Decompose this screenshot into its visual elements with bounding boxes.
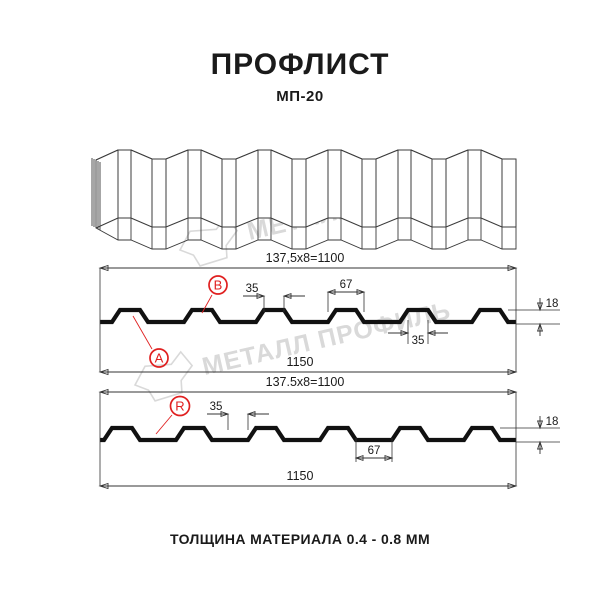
isometric-profile-sheet bbox=[91, 149, 517, 250]
page-title: ПРОФЛИСТ bbox=[210, 48, 390, 81]
dim-pitch-left-label: 35 bbox=[210, 401, 223, 413]
dim-crest-label: 67 bbox=[340, 279, 353, 291]
watermark-logo-shape bbox=[178, 215, 239, 267]
callout-a[interactable]: A bbox=[132, 315, 169, 368]
callout-b-circle[interactable] bbox=[208, 275, 228, 295]
dim-overall-bottom-label: 1150 bbox=[287, 469, 314, 483]
footer-note: ТОЛЩИНА МАТЕРИАЛА 0.4 - 0.8 ММ bbox=[169, 531, 431, 547]
watermark-logo-shape bbox=[133, 350, 194, 402]
cross-section-top: 137,5x8=1100 1150 35 67 bbox=[98, 251, 560, 376]
callout-a-label: A bbox=[155, 351, 164, 366]
dimension-overall-bottom-lower: 1150 bbox=[98, 469, 518, 490]
dim-pitch-left-label: 35 bbox=[246, 283, 259, 295]
callout-a-circle[interactable] bbox=[149, 348, 169, 368]
dim-crest-label: 67 bbox=[368, 445, 381, 457]
dimension-height-bottom: 18 bbox=[500, 416, 560, 454]
dim-pitch-right-label: 35 bbox=[412, 335, 425, 347]
callout-r[interactable]: R bbox=[155, 395, 191, 435]
dimension-overall-top-upper: 137,5x8=1100 bbox=[98, 251, 518, 272]
callout-b-label: B bbox=[214, 278, 223, 293]
dimension-pitch-right-top: 35 bbox=[388, 320, 448, 347]
dimension-pitch-left-top: 35 bbox=[243, 283, 305, 312]
profile-outline-top bbox=[100, 307, 516, 325]
dimension-overall-top-lower: 1150 bbox=[98, 355, 518, 376]
dimension-crest-bottom: 67 bbox=[354, 438, 394, 462]
page-subtitle: МП-20 bbox=[276, 88, 324, 105]
dimension-overall-bottom-upper: 137.5x8=1100 bbox=[98, 375, 518, 396]
dimension-height-top: 18 bbox=[508, 298, 560, 336]
dim-height-label: 18 bbox=[546, 416, 559, 428]
profile-outline-bottom bbox=[100, 425, 516, 443]
dimension-pitch-left-bottom: 35 bbox=[207, 401, 269, 430]
dim-overall-top-label: 137.5x8=1100 bbox=[266, 375, 345, 389]
dim-overall-top-label: 137,5x8=1100 bbox=[266, 251, 345, 265]
dim-overall-bottom-label: 1150 bbox=[287, 355, 314, 369]
callout-b[interactable]: B bbox=[201, 275, 228, 314]
callout-r-circle[interactable] bbox=[169, 395, 191, 417]
cross-section-bottom: 137.5x8=1100 1150 35 67 bbox=[98, 375, 560, 490]
dim-height-label: 18 bbox=[546, 298, 559, 310]
callout-r-label: R bbox=[175, 399, 184, 414]
dimension-crest-top: 67 bbox=[326, 279, 366, 312]
